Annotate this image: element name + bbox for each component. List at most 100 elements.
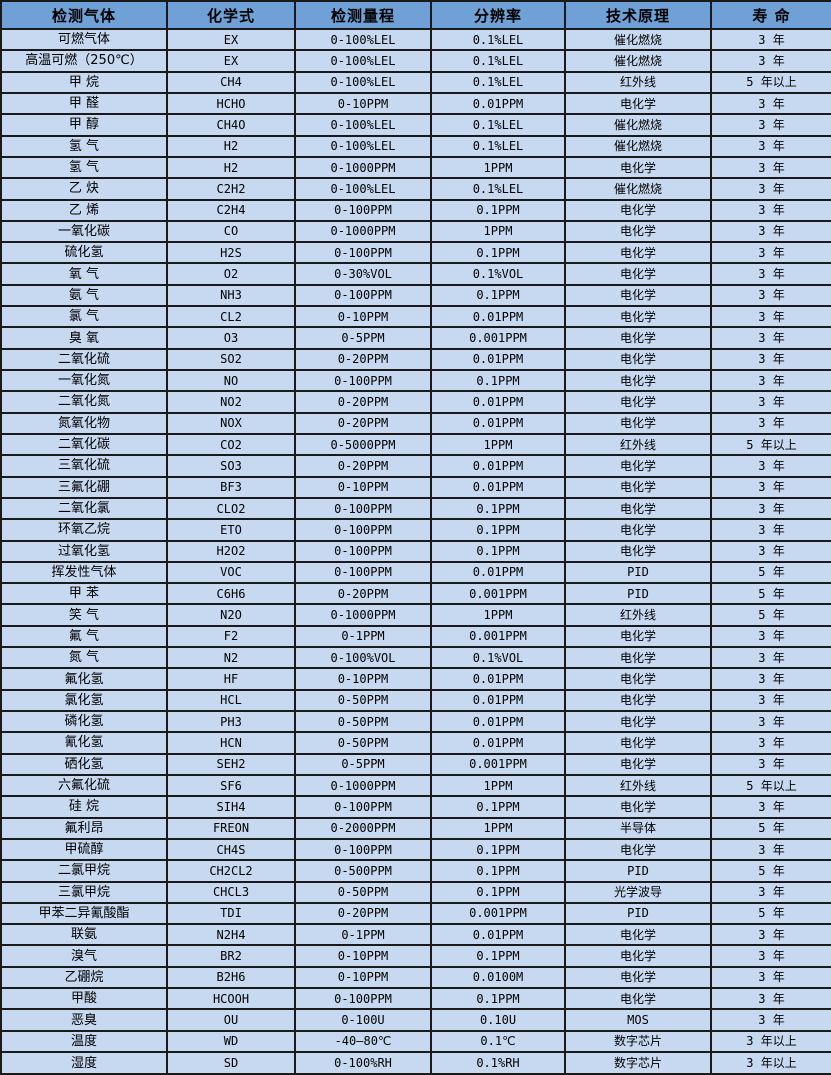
cell-formula: EX — [166, 27, 296, 52]
cell-principle: 电化学 — [564, 646, 712, 670]
cell-formula: HCHO — [166, 91, 296, 116]
cell-principle: 电化学 — [564, 923, 712, 947]
table-row: 氢 气 H2 0-1000PPM 1PPM 电化学 3 年 — [0, 155, 831, 180]
cell-gas: 氨 气 — [0, 283, 168, 308]
cell-resolution: 0.01PPM — [430, 731, 566, 755]
cell-resolution: 0.01PPM — [430, 305, 566, 329]
cell-lifespan: 5 年 — [710, 859, 831, 883]
cell-principle: 电化学 — [564, 667, 712, 691]
cell-resolution: 0.1PPM — [430, 837, 566, 862]
table-row: 氯 气 CL2 0-10PPM 0.01PPM 电化学 3 年 — [0, 305, 831, 329]
cell-gas: 联氨 — [0, 923, 168, 947]
cell-lifespan: 3 年 — [710, 518, 831, 542]
cell-gas: 氯 气 — [0, 305, 168, 329]
cell-range: 0-100PPM — [294, 496, 432, 521]
cell-principle: 红外线 — [564, 432, 712, 457]
cell-principle: 催化燃烧 — [564, 134, 712, 158]
table-row: 甲 醇 CH4O 0-100%LEL 0.1%LEL 催化燃烧 3 年 — [0, 113, 831, 137]
cell-gas: 氯化氢 — [0, 688, 168, 713]
cell-gas: 氰化氢 — [0, 731, 168, 755]
cell-gas: 挥发性气体 — [0, 560, 168, 585]
table-row: 环氧乙烷 ETO 0-100PPM 0.1PPM 电化学 3 年 — [0, 518, 831, 542]
cell-lifespan: 3 年 — [710, 91, 831, 116]
cell-principle: 半导体 — [564, 816, 712, 840]
cell-lifespan: 5 年 — [710, 816, 831, 840]
cell-lifespan: 3 年以上 — [710, 1051, 831, 1075]
table-row: 氨 气 NH3 0-100PPM 0.1PPM 电化学 3 年 — [0, 283, 831, 308]
cell-formula: N2 — [166, 646, 296, 670]
cell-range: 0-100%LEL — [294, 113, 432, 137]
cell-range: 0-100PPM — [294, 198, 432, 222]
cell-lifespan: 3 年 — [710, 1008, 831, 1032]
cell-range: 0-5PPM — [294, 752, 432, 776]
cell-range: 0-500PPM — [294, 859, 432, 883]
cell-formula: CO — [166, 219, 296, 244]
cell-formula: N2O — [166, 603, 296, 627]
table-row: 六氟化硫 SF6 0-1000PPM 1PPM 红外线 5 年以上 — [0, 773, 831, 798]
table-row: 二氧化硫 SO2 0-20PPM 0.01PPM 电化学 3 年 — [0, 347, 831, 372]
cell-range: 0-100%LEL — [294, 27, 432, 52]
table-row: 溴气 BR2 0-10PPM 0.1PPM 电化学 3 年 — [0, 944, 831, 968]
cell-formula: H2O2 — [166, 539, 296, 563]
cell-gas: 二氯甲烷 — [0, 859, 168, 883]
cell-formula: FREON — [166, 816, 296, 840]
cell-lifespan: 5 年以上 — [710, 70, 831, 94]
cell-lifespan: 3 年 — [710, 390, 831, 414]
cell-gas: 氟 气 — [0, 624, 168, 649]
cell-gas: 磷化氢 — [0, 709, 168, 734]
cell-formula: HCN — [166, 731, 296, 755]
cell-principle: 催化燃烧 — [564, 49, 712, 73]
cell-principle: 电化学 — [564, 283, 712, 308]
cell-formula: NO — [166, 368, 296, 393]
cell-range: 0-50PPM — [294, 709, 432, 734]
cell-gas: 恶臭 — [0, 1008, 168, 1032]
cell-gas: 二氧化氮 — [0, 390, 168, 414]
cell-lifespan: 3 年 — [710, 837, 831, 862]
cell-principle: PID — [564, 859, 712, 883]
cell-gas: 高温可燃（250℃） — [0, 49, 168, 73]
cell-principle: 电化学 — [564, 965, 712, 990]
column-header-gas: 检测气体 — [0, 0, 168, 30]
column-header-formula: 化学式 — [166, 0, 296, 30]
cell-resolution: 0.1PPM — [430, 859, 566, 883]
cell-lifespan: 5 年 — [710, 560, 831, 585]
cell-lifespan: 3 年 — [710, 411, 831, 435]
cell-formula: C2H2 — [166, 177, 296, 201]
cell-resolution: 0.001PPM — [430, 326, 566, 350]
cell-gas: 湿度 — [0, 1051, 168, 1075]
cell-lifespan: 3 年 — [710, 880, 831, 904]
cell-lifespan: 3 年 — [710, 219, 831, 244]
cell-resolution: 1PPM — [430, 219, 566, 244]
cell-lifespan: 5 年 — [710, 603, 831, 627]
cell-principle: 电化学 — [564, 326, 712, 350]
cell-resolution: 0.01PPM — [430, 667, 566, 691]
cell-range: 0-100U — [294, 1008, 432, 1032]
cell-resolution: 0.01PPM — [430, 923, 566, 947]
table-row: 一氧化碳 CO 0-1000PPM 1PPM 电化学 3 年 — [0, 219, 831, 244]
cell-resolution: 1PPM — [430, 773, 566, 798]
cell-gas: 氢 气 — [0, 155, 168, 180]
cell-range: 0-50PPM — [294, 731, 432, 755]
cell-resolution: 0.001PPM — [430, 624, 566, 649]
cell-range: 0-100PPM — [294, 283, 432, 308]
table-row: 恶臭 OU 0-100U 0.10U MOS 3 年 — [0, 1008, 831, 1032]
cell-range: -40—80℃ — [294, 1029, 432, 1054]
cell-lifespan: 3 年 — [710, 731, 831, 755]
cell-gas: 溴气 — [0, 944, 168, 968]
cell-gas: 温度 — [0, 1029, 168, 1054]
cell-range: 0-100%RH — [294, 1051, 432, 1075]
table-row: 二氧化氯 CLO2 0-100PPM 0.1PPM 电化学 3 年 — [0, 496, 831, 521]
cell-resolution: 0.1%RH — [430, 1051, 566, 1075]
cell-formula: VOC — [166, 560, 296, 585]
cell-resolution: 0.01PPM — [430, 475, 566, 499]
cell-range: 0-100PPM — [294, 987, 432, 1011]
cell-lifespan: 3 年 — [710, 539, 831, 563]
cell-lifespan: 3 年 — [710, 113, 831, 137]
cell-formula: SIH4 — [166, 795, 296, 819]
cell-range: 0-100%LEL — [294, 134, 432, 158]
cell-formula: BF3 — [166, 475, 296, 499]
cell-principle: 电化学 — [564, 837, 712, 862]
cell-range: 0-100%VOL — [294, 646, 432, 670]
cell-lifespan: 3 年 — [710, 496, 831, 521]
column-header-lifespan: 寿 命 — [710, 0, 831, 30]
